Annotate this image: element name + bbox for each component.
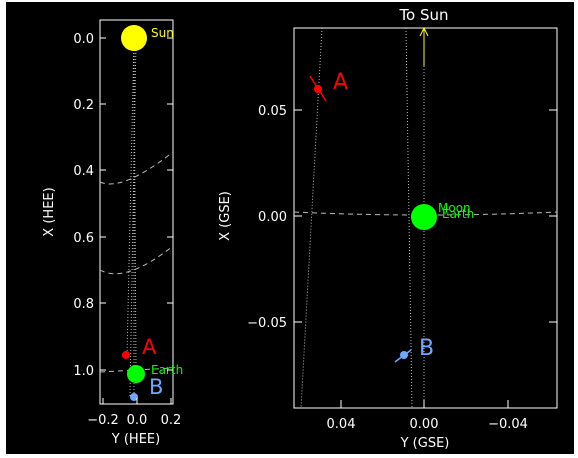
left-earth-marker — [127, 365, 145, 383]
left-x-axis-title: Y (HEE) — [111, 432, 160, 447]
left-dashed-arc-upper — [99, 151, 174, 185]
left-sun-marker — [121, 25, 147, 51]
right-plot-frame — [293, 27, 558, 409]
right-earth-label: Earth — [442, 207, 474, 221]
right-x-axis-title: Y (GSE) — [400, 436, 450, 451]
right-x-tick-marks — [340, 400, 509, 408]
left-stereo-a-marker — [122, 351, 130, 359]
right-title: To Sun — [398, 6, 448, 24]
right-y-tick-label: 0.05 — [258, 104, 287, 119]
right-y-axis-title: X (GSE) — [218, 191, 233, 241]
left-y-tick-label: 1.0 — [73, 364, 94, 379]
right-los-b — [405, 27, 413, 409]
left-y-tick-label: 0.2 — [73, 98, 94, 113]
left-y-tick-label: 0.4 — [73, 164, 94, 179]
left-y-tick-label: 0.8 — [73, 297, 94, 312]
left-y-tick-label: 0.0 — [73, 32, 94, 47]
left-x-tick-label: 0.0 — [127, 413, 148, 428]
right-b-label: B — [419, 336, 434, 361]
left-y-tick-marks — [100, 37, 173, 371]
right-stereo-b-marker — [400, 351, 408, 359]
left-panel: Sun A Earth B 0.0 0.2 0.4 0.6 0.8 1.0 — [42, 19, 183, 447]
left-y-axis-title: X (HEE) — [42, 187, 57, 236]
right-panel: To Sun A Moon Earth B 0.05 — [218, 6, 558, 451]
left-dashed-arc-lower — [99, 245, 174, 275]
left-a-label: A — [142, 335, 157, 359]
left-y-tick-label: 0.6 — [73, 231, 94, 246]
left-x-tick-label: −0.2 — [87, 413, 119, 428]
diagram-background — [6, 2, 574, 454]
right-stereo-a-marker — [314, 85, 322, 93]
right-y-tick-marks — [294, 109, 557, 323]
right-x-tick-label: 0.04 — [327, 417, 356, 432]
left-x-tick-label: 0.2 — [161, 413, 182, 428]
left-sun-label: Sun — [151, 26, 174, 40]
left-los-earth — [133, 37, 137, 374]
sun-direction-arrow — [419, 26, 429, 37]
left-stereo-b-marker — [130, 393, 138, 401]
right-x-tick-label: −0.04 — [488, 417, 528, 432]
right-y-tick-label: 0.00 — [258, 210, 287, 225]
right-moon-label: Moon — [438, 201, 471, 215]
left-x-tick-marks — [102, 398, 172, 404]
right-a-label: A — [333, 70, 348, 95]
right-x-tick-label: 0.00 — [410, 417, 439, 432]
left-los-a — [126, 37, 135, 356]
right-y-tick-label: −0.05 — [247, 316, 287, 331]
right-earth-marker — [411, 204, 437, 230]
left-b-label: B — [149, 375, 163, 399]
